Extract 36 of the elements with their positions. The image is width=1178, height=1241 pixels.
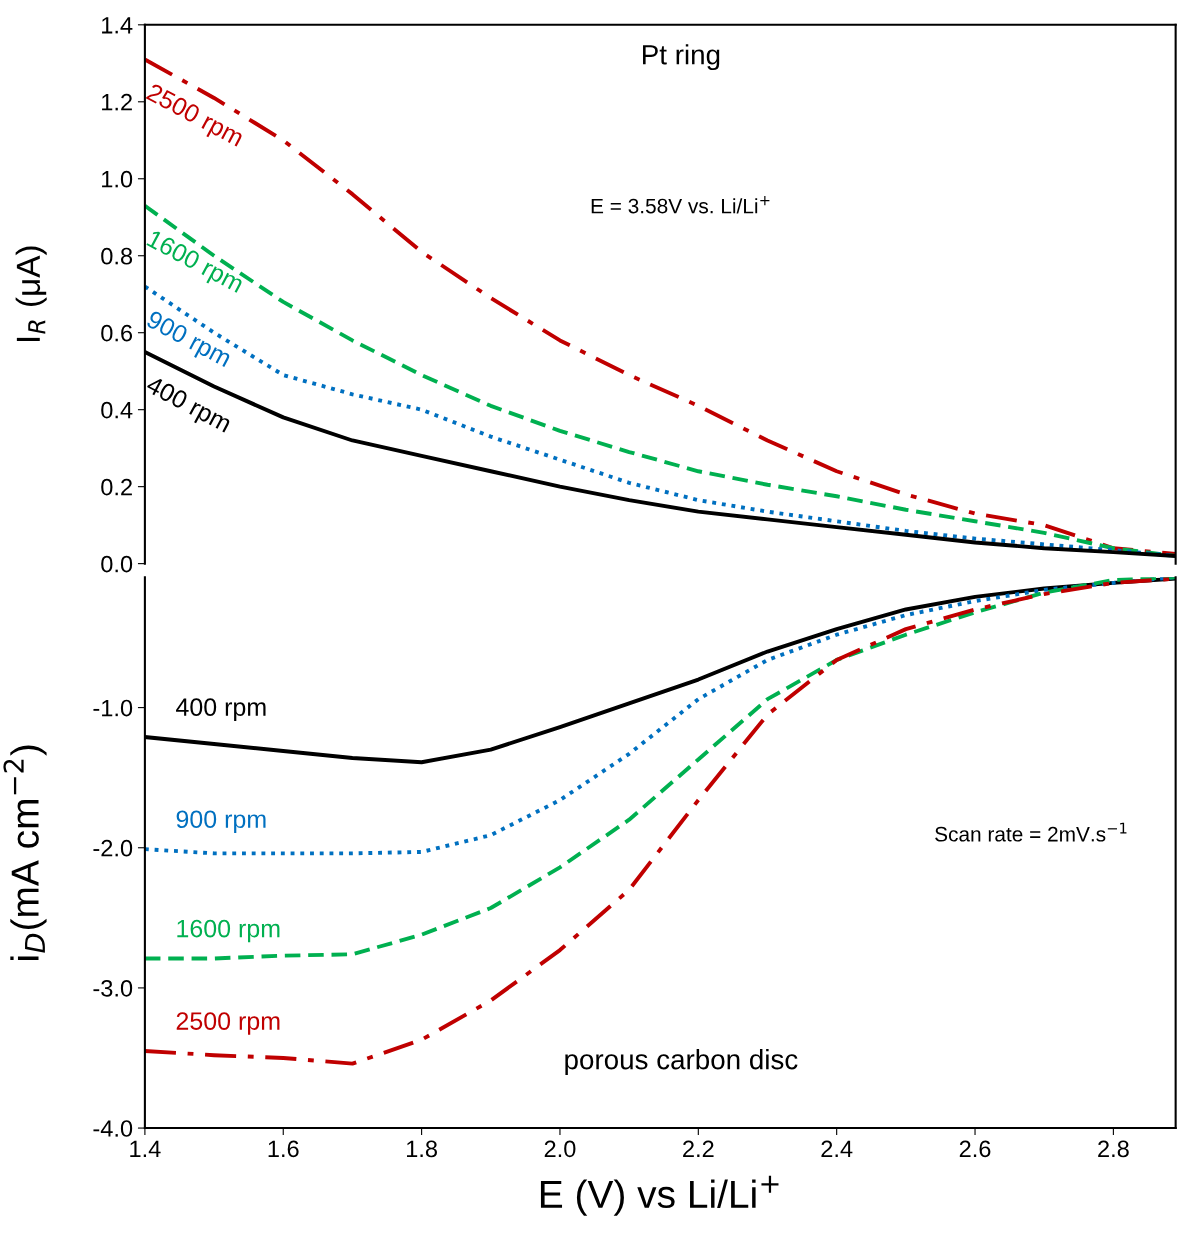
text: 400 rpm — [142, 375, 233, 438]
series-label: 1600 rpm — [177, 919, 280, 943]
y-axis-title: i$_{D}$(mA cm$^{−2}$) — [3, 745, 47, 960]
x-tick-label: 2.0 — [544, 1140, 576, 1158]
line-series — [144, 577, 1176, 961]
x-tick-label: 2.6 — [959, 1140, 991, 1158]
y-tick-label: 0.4 — [101, 401, 133, 419]
series-label: 900 rpm — [176, 810, 266, 834]
annotation: E = 3.58V vs. Li/Li$^{+}$ — [591, 196, 770, 214]
text: 1600 rpm — [143, 229, 245, 298]
x-tick-label: 2.4 — [821, 1140, 853, 1157]
x-tick-label: 1.6 — [268, 1140, 299, 1158]
annotation: Pt ring — [643, 44, 720, 71]
x-tick-label: 1.8 — [407, 1140, 437, 1158]
y-tick-label: 0.6 — [101, 324, 133, 342]
y-tick-label: 0.8 — [101, 247, 133, 265]
text: 900 rpm — [143, 309, 233, 372]
y-tick-label: 1.0 — [102, 170, 133, 188]
x-tick-label: 2.2 — [683, 1140, 714, 1157]
text: 2500 rpm — [143, 82, 245, 152]
y-tick-label: 1.2 — [102, 93, 132, 111]
x-tick-label: 1.4 — [130, 1140, 161, 1157]
x-axis-title: E (V) vs Li/Li$^{+}$ — [540, 1175, 779, 1216]
y-tick-label: 0.2 — [101, 478, 132, 496]
y-tick-label: 1.4 — [102, 17, 133, 34]
series-label: 400 rpm — [176, 698, 266, 721]
y-tick-label: -4.0 — [93, 1120, 133, 1137]
y-tick-label: 0.0 — [101, 555, 133, 573]
y-tick-label: -2.0 — [93, 839, 133, 857]
annotation: porous carbon disc — [565, 1049, 798, 1075]
y-tick-label: -1.0 — [93, 699, 133, 717]
y-tick-label: -3.0 — [93, 979, 133, 997]
y-axis-title: I$_{R}$ (μA) — [15, 246, 47, 341]
x-tick-label: 2.8 — [1098, 1140, 1129, 1158]
series-label: 2500 rpm — [176, 1012, 280, 1035]
annotation: Scan rate = 2mV.s$^{−1}$ — [935, 822, 1127, 842]
